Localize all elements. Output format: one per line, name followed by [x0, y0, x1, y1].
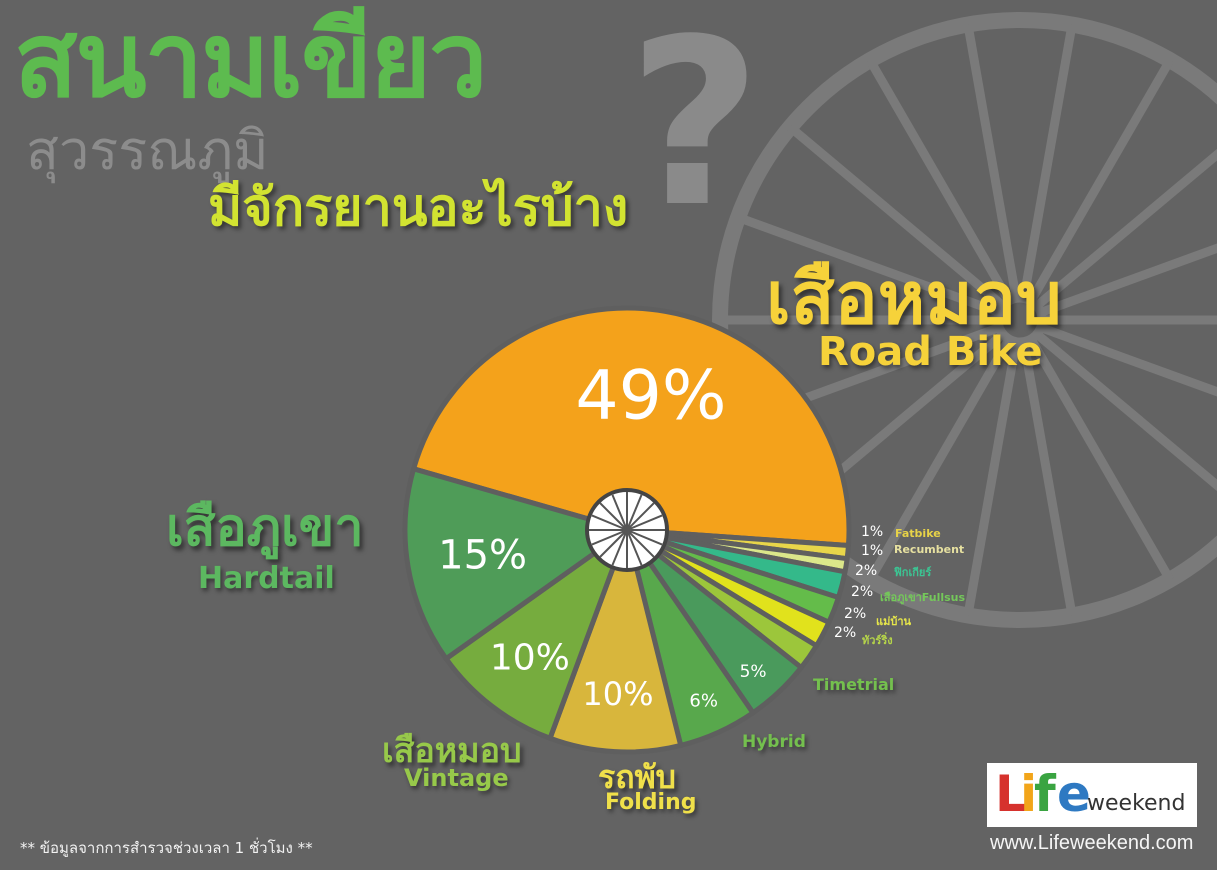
label-vintage-th: เสือหมอบ — [382, 731, 522, 771]
pie-slice — [411, 305, 852, 548]
page-question: มีจักรยานอะไรบ้าง — [208, 178, 629, 238]
small-slice-name: ทัวร์ริ่ง — [862, 634, 893, 647]
pie-slice — [547, 527, 684, 755]
label-folding-th: รถพับ — [598, 758, 676, 796]
small-slice-percent: 2% — [844, 606, 867, 622]
page-subtitle: สุวรรณภูมิ — [26, 119, 269, 182]
title-question-mark: ? — [628, 0, 762, 258]
logo-weekend-text: weekend — [1087, 791, 1186, 816]
pie-percent-label: 15% — [438, 533, 527, 579]
lifeweekend-logo: L i f e weekend — [987, 763, 1197, 827]
pie-slice — [443, 527, 630, 741]
pie-percent-label: 10% — [582, 675, 653, 713]
footnote: ** ข้อมูลจากการสำรวจช่วงเวลา 1 ชั่วโมง *… — [20, 839, 313, 857]
logo-letter-f: f — [1034, 765, 1056, 823]
small-slice-percent: 1% — [861, 524, 884, 540]
pie-percent-label: 10% — [490, 638, 570, 679]
label-folding-en: Folding — [605, 790, 697, 815]
small-slice-percent: 2% — [834, 625, 857, 641]
page-title: สนามเขียว — [14, 0, 487, 121]
small-slice-name: ฟิกเกียร์ — [894, 566, 932, 579]
small-slice-percent: 2% — [855, 563, 878, 579]
small-slice-name: Fatbike — [895, 527, 941, 540]
logo-letter-i: i — [1020, 765, 1038, 823]
center-wheel-icon — [585, 488, 669, 572]
pie-slice — [402, 466, 630, 662]
logo-letter-l: L — [995, 765, 1027, 823]
label-road-th: เสือหมอบ — [766, 256, 1062, 340]
label-timetrial-en: Timetrial — [813, 675, 895, 694]
pie-percent-label: 6% — [689, 690, 718, 711]
label-hybrid-en: Hybrid — [742, 732, 806, 752]
small-slice-percent: 1% — [861, 543, 884, 559]
small-slice-name: แม่บ้าน — [876, 615, 912, 628]
label-hardtail-th: เสือภูเขา — [166, 498, 364, 558]
small-slice-percent: 2% — [851, 584, 874, 600]
website-link[interactable]: www.Lifeweekend.com — [990, 832, 1194, 854]
label-road-en: Road Bike — [818, 329, 1043, 375]
pie-percent-label: 49% — [575, 356, 726, 435]
logo-letter-e: e — [1057, 765, 1091, 823]
small-slice-name: เสือภูเขาFullsus — [880, 591, 966, 604]
pie-percent-label: 5% — [740, 662, 767, 682]
label-hardtail-en: Hardtail — [198, 561, 335, 596]
label-vintage-en: Vintage — [404, 764, 509, 792]
small-slice-name: Recumbent — [894, 543, 965, 556]
